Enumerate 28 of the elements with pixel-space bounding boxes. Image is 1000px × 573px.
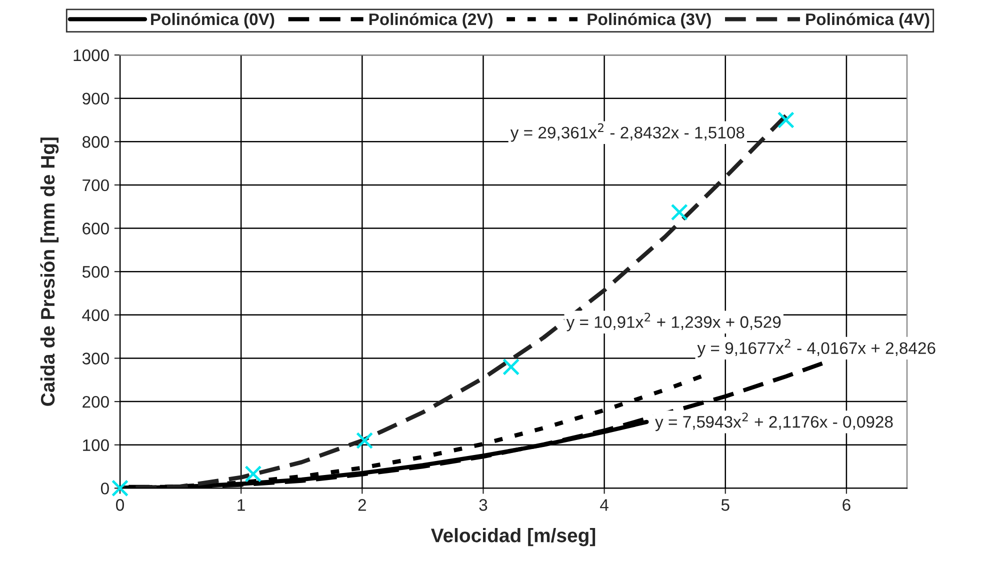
annotation: y = 29,361x$^{2}$ - 2,8432x - 1,5108 — [510, 123, 744, 142]
annotation: y = 10,91x$^{2}$ + 1,239x + 0,529 — [566, 312, 781, 332]
y-tick-label: 400 — [82, 309, 109, 322]
y-axis-title: Caida de Presión [mm de Hg] — [40, 138, 59, 406]
y-tick-label: 600 — [82, 222, 109, 234]
y-tick-label: 800 — [82, 136, 109, 148]
x-tick-label: 2 — [358, 499, 366, 511]
x-tick-label: 5 — [721, 499, 730, 511]
legend-label: Polinómica (4V) — [806, 12, 930, 28]
annotation: y = 9,1677x$^{2}$ - 4,0167x + 2,8426 — [697, 338, 936, 358]
x-tick-label: 3 — [479, 499, 488, 511]
legend-label: Polinómica (3V) — [588, 12, 711, 28]
y-tick-label: 900 — [82, 92, 109, 105]
y-tick-label: 700 — [82, 179, 109, 192]
annotation: y = 7,5943x$^{2}$ + 2,1176x - 0,0928 — [655, 412, 893, 432]
x-tick-label: 1 — [238, 499, 245, 511]
y-tick-label: 200 — [82, 396, 109, 408]
x-tick-label: 0 — [116, 499, 124, 511]
y-tick-label: 1000 — [74, 49, 109, 62]
legend-label: Polinómica (0V) — [151, 12, 274, 28]
x-axis-title: Velocidad [m/seg] — [430, 528, 596, 546]
legend-label: Polinómica (2V) — [369, 12, 493, 28]
x-tick-label: 6 — [842, 499, 850, 511]
x-tick-label: 4 — [600, 499, 608, 511]
y-tick-label: 0 — [100, 482, 109, 494]
y-tick-label: 100 — [83, 439, 109, 452]
y-tick-label: 500 — [82, 266, 109, 278]
y-tick-label: 300 — [82, 352, 109, 364]
